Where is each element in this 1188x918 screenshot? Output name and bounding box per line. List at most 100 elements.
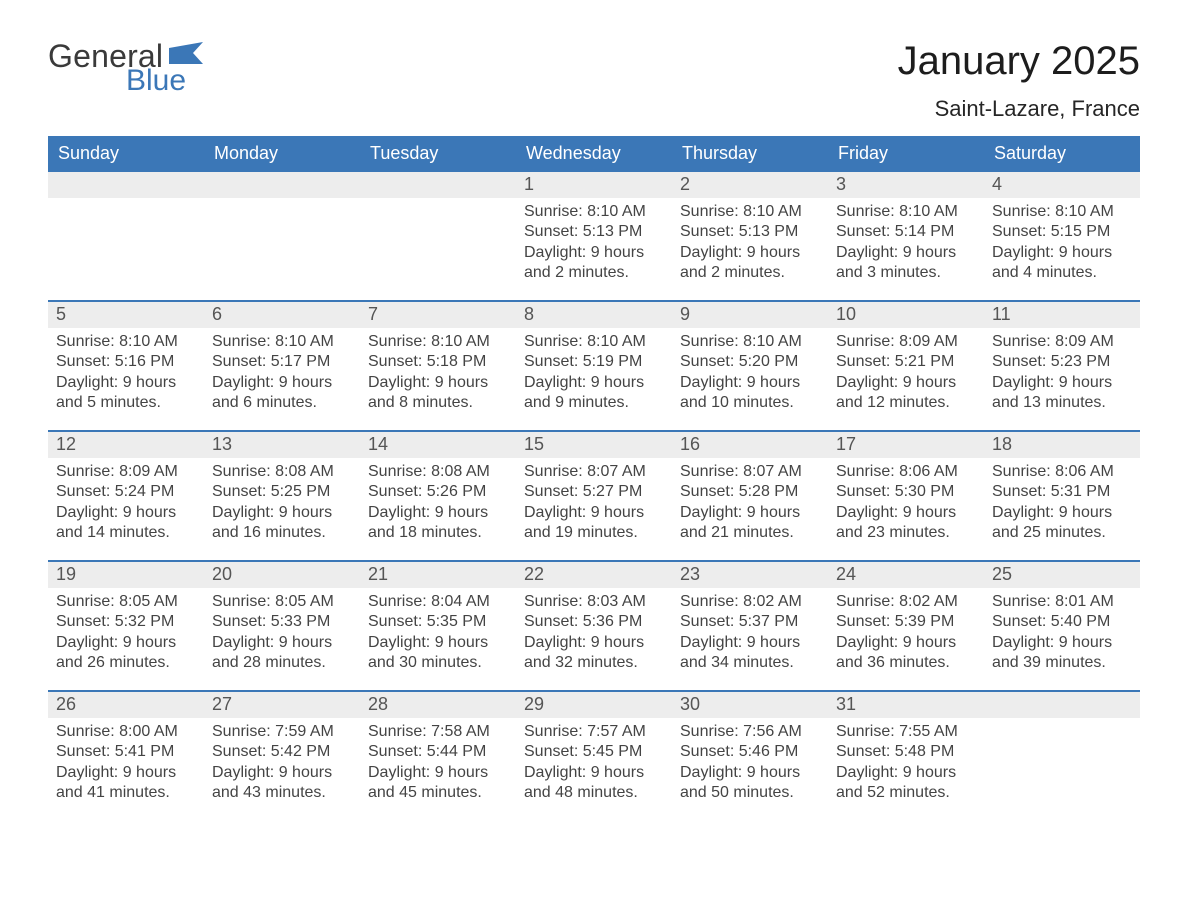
week-row: 12Sunrise: 8:09 AMSunset: 5:24 PMDayligh… (48, 430, 1140, 560)
day-cell: 28Sunrise: 7:58 AMSunset: 5:44 PMDayligh… (360, 692, 516, 820)
day-cell: 26Sunrise: 8:00 AMSunset: 5:41 PMDayligh… (48, 692, 204, 820)
day-body: Sunrise: 8:09 AMSunset: 5:23 PMDaylight:… (984, 328, 1140, 422)
day-number: 19 (48, 562, 204, 588)
sunset-line: Sunset: 5:15 PM (992, 222, 1132, 242)
sunrise-line: Sunrise: 8:10 AM (56, 332, 196, 352)
sunrise-line: Sunrise: 8:04 AM (368, 592, 508, 612)
sunrise-line: Sunrise: 8:01 AM (992, 592, 1132, 612)
day-body: Sunrise: 8:05 AMSunset: 5:33 PMDaylight:… (204, 588, 360, 682)
day-number: 1 (516, 172, 672, 198)
sunset-line: Sunset: 5:24 PM (56, 482, 196, 502)
sunset-line: Sunset: 5:30 PM (836, 482, 976, 502)
day-cell: 11Sunrise: 8:09 AMSunset: 5:23 PMDayligh… (984, 302, 1140, 430)
logo: General Blue (48, 40, 203, 96)
day-body: Sunrise: 8:10 AMSunset: 5:19 PMDaylight:… (516, 328, 672, 422)
sunset-line: Sunset: 5:31 PM (992, 482, 1132, 502)
daylight-line: Daylight: 9 hours and 34 minutes. (680, 633, 820, 674)
day-cell: 1Sunrise: 8:10 AMSunset: 5:13 PMDaylight… (516, 172, 672, 300)
day-cell: 18Sunrise: 8:06 AMSunset: 5:31 PMDayligh… (984, 432, 1140, 560)
daylight-line: Daylight: 9 hours and 30 minutes. (368, 633, 508, 674)
day-cell (48, 172, 204, 300)
day-number: 28 (360, 692, 516, 718)
day-number: 12 (48, 432, 204, 458)
day-body: Sunrise: 8:02 AMSunset: 5:39 PMDaylight:… (828, 588, 984, 682)
sunset-line: Sunset: 5:42 PM (212, 742, 352, 762)
sunrise-line: Sunrise: 8:05 AM (212, 592, 352, 612)
day-cell: 4Sunrise: 8:10 AMSunset: 5:15 PMDaylight… (984, 172, 1140, 300)
location: Saint-Lazare, France (898, 96, 1140, 122)
sunrise-line: Sunrise: 8:10 AM (524, 332, 664, 352)
daylight-line: Daylight: 9 hours and 52 minutes. (836, 763, 976, 804)
day-body: Sunrise: 8:10 AMSunset: 5:14 PMDaylight:… (828, 198, 984, 292)
dow-cell: Tuesday (360, 136, 516, 172)
sunset-line: Sunset: 5:18 PM (368, 352, 508, 372)
sunset-line: Sunset: 5:19 PM (524, 352, 664, 372)
day-cell (984, 692, 1140, 820)
day-number: 4 (984, 172, 1140, 198)
sunset-line: Sunset: 5:23 PM (992, 352, 1132, 372)
day-body (48, 198, 204, 210)
sunset-line: Sunset: 5:28 PM (680, 482, 820, 502)
daylight-line: Daylight: 9 hours and 13 minutes. (992, 373, 1132, 414)
day-cell: 5Sunrise: 8:10 AMSunset: 5:16 PMDaylight… (48, 302, 204, 430)
day-body (360, 198, 516, 210)
day-body: Sunrise: 8:07 AMSunset: 5:27 PMDaylight:… (516, 458, 672, 552)
day-cell: 3Sunrise: 8:10 AMSunset: 5:14 PMDaylight… (828, 172, 984, 300)
day-number: 31 (828, 692, 984, 718)
day-number: 30 (672, 692, 828, 718)
daylight-line: Daylight: 9 hours and 41 minutes. (56, 763, 196, 804)
daylight-line: Daylight: 9 hours and 8 minutes. (368, 373, 508, 414)
daylight-line: Daylight: 9 hours and 28 minutes. (212, 633, 352, 674)
day-cell: 10Sunrise: 8:09 AMSunset: 5:21 PMDayligh… (828, 302, 984, 430)
sunrise-line: Sunrise: 8:06 AM (836, 462, 976, 482)
day-number: 26 (48, 692, 204, 718)
day-number: 13 (204, 432, 360, 458)
day-number: 15 (516, 432, 672, 458)
day-cell: 14Sunrise: 8:08 AMSunset: 5:26 PMDayligh… (360, 432, 516, 560)
day-cell: 16Sunrise: 8:07 AMSunset: 5:28 PMDayligh… (672, 432, 828, 560)
day-cell (360, 172, 516, 300)
dow-cell: Monday (204, 136, 360, 172)
sunrise-line: Sunrise: 8:08 AM (212, 462, 352, 482)
daylight-line: Daylight: 9 hours and 3 minutes. (836, 243, 976, 284)
sunrise-line: Sunrise: 7:57 AM (524, 722, 664, 742)
week-row: 19Sunrise: 8:05 AMSunset: 5:32 PMDayligh… (48, 560, 1140, 690)
dow-cell: Wednesday (516, 136, 672, 172)
sunset-line: Sunset: 5:35 PM (368, 612, 508, 632)
day-number: 27 (204, 692, 360, 718)
day-number: 21 (360, 562, 516, 588)
day-body: Sunrise: 8:10 AMSunset: 5:16 PMDaylight:… (48, 328, 204, 422)
daylight-line: Daylight: 9 hours and 25 minutes. (992, 503, 1132, 544)
dow-cell: Friday (828, 136, 984, 172)
daylight-line: Daylight: 9 hours and 48 minutes. (524, 763, 664, 804)
day-body: Sunrise: 8:06 AMSunset: 5:30 PMDaylight:… (828, 458, 984, 552)
daylight-line: Daylight: 9 hours and 4 minutes. (992, 243, 1132, 284)
weeks-container: 1Sunrise: 8:10 AMSunset: 5:13 PMDaylight… (48, 172, 1140, 820)
day-body: Sunrise: 8:03 AMSunset: 5:36 PMDaylight:… (516, 588, 672, 682)
day-number (48, 172, 204, 198)
sunrise-line: Sunrise: 8:02 AM (680, 592, 820, 612)
sunset-line: Sunset: 5:26 PM (368, 482, 508, 502)
dow-cell: Thursday (672, 136, 828, 172)
sunset-line: Sunset: 5:46 PM (680, 742, 820, 762)
sunrise-line: Sunrise: 8:10 AM (368, 332, 508, 352)
daylight-line: Daylight: 9 hours and 43 minutes. (212, 763, 352, 804)
daylight-line: Daylight: 9 hours and 16 minutes. (212, 503, 352, 544)
daylight-line: Daylight: 9 hours and 6 minutes. (212, 373, 352, 414)
day-number: 22 (516, 562, 672, 588)
day-cell: 29Sunrise: 7:57 AMSunset: 5:45 PMDayligh… (516, 692, 672, 820)
day-number: 8 (516, 302, 672, 328)
day-cell: 13Sunrise: 8:08 AMSunset: 5:25 PMDayligh… (204, 432, 360, 560)
calendar: SundayMondayTuesdayWednesdayThursdayFrid… (48, 136, 1140, 820)
day-cell: 2Sunrise: 8:10 AMSunset: 5:13 PMDaylight… (672, 172, 828, 300)
day-number: 24 (828, 562, 984, 588)
day-body: Sunrise: 8:04 AMSunset: 5:35 PMDaylight:… (360, 588, 516, 682)
title-block: January 2025 Saint-Lazare, France (898, 40, 1140, 122)
day-number: 5 (48, 302, 204, 328)
sunrise-line: Sunrise: 8:03 AM (524, 592, 664, 612)
day-number: 17 (828, 432, 984, 458)
month-title: January 2025 (898, 40, 1140, 82)
sunrise-line: Sunrise: 8:02 AM (836, 592, 976, 612)
day-body: Sunrise: 8:00 AMSunset: 5:41 PMDaylight:… (48, 718, 204, 812)
day-body: Sunrise: 7:59 AMSunset: 5:42 PMDaylight:… (204, 718, 360, 812)
